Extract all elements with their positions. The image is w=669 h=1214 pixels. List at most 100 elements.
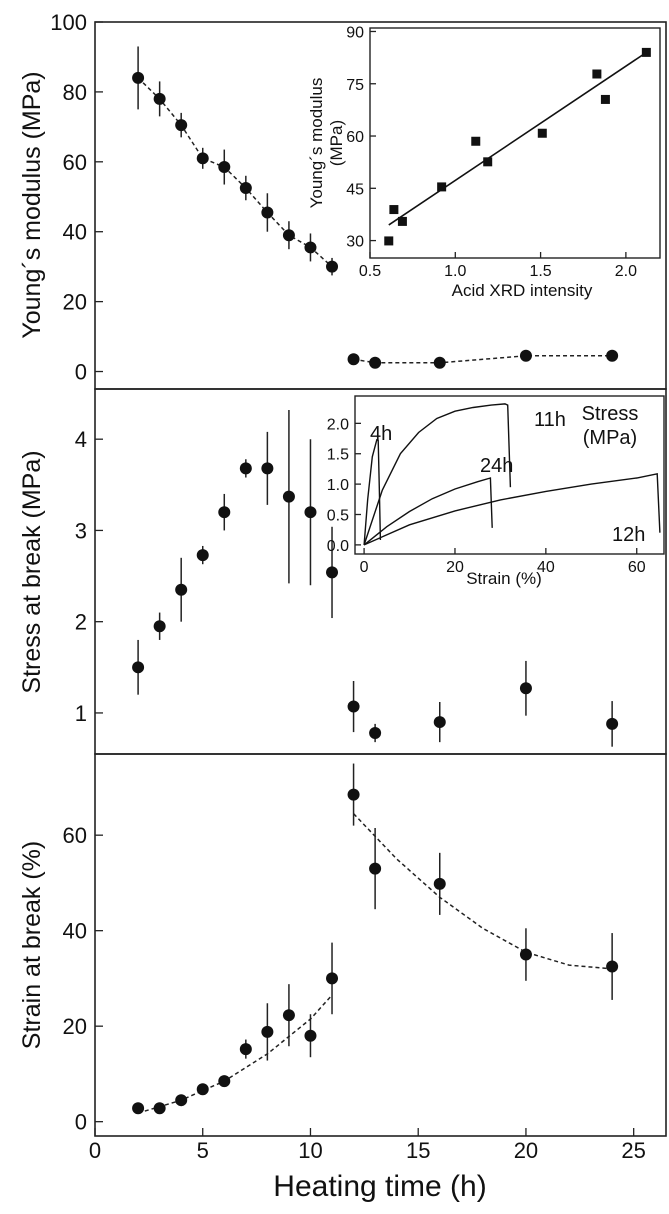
top-fit-line-2: [353, 355, 613, 364]
inset2-y-tick-label: 1.0: [327, 477, 349, 494]
bottom-point: [326, 972, 339, 985]
bottom-point: [239, 1043, 252, 1056]
inset2-x-tick-label: 40: [537, 559, 555, 576]
inset1-point: [483, 157, 493, 167]
inset1-y-tick-label: 90: [346, 24, 364, 41]
middle-point: [261, 462, 274, 475]
inset1-y-tick-label: 60: [346, 129, 364, 146]
top-point: [369, 356, 382, 369]
middle-y-tick-label: 1: [75, 701, 87, 726]
bottom-y-tick-label: 0: [75, 1110, 87, 1135]
top-point: [196, 152, 209, 165]
curve-label-4h: 4h: [370, 423, 392, 445]
middle-point: [282, 490, 295, 503]
inset1-x-tick-label: 0.5: [359, 263, 381, 280]
bottom-x-tick-label: 15: [406, 1138, 430, 1163]
inset2-x-tick-label: 60: [628, 559, 646, 576]
inset1-x-tick-label: 1.0: [444, 263, 466, 280]
x-axis-title: Heating time (h): [273, 1170, 486, 1203]
middle-inset-plot: 0.0 0.5 1.0 1.5 2.0 0 20 40 60 4h 11h 24h 12h: [327, 403, 661, 576]
top-point: [326, 260, 339, 273]
top-y-axis-title: Young´s modulus (MPa): [18, 71, 46, 338]
inset1-point: [384, 236, 394, 246]
top-point: [153, 92, 166, 105]
curve-24h: [363, 477, 493, 546]
middle-inset-annotation: Stress (MPa): [582, 403, 639, 449]
bottom-fit-curve-2: [353, 813, 613, 970]
middle-point: [606, 717, 619, 730]
middle-point: [153, 620, 166, 633]
inset2-y-tick-label: 0.5: [327, 508, 349, 525]
inset1-x-tick-label: 1.5: [529, 263, 551, 280]
top-point: [433, 356, 446, 369]
inset1-point: [437, 182, 447, 192]
top-inset-y-title-line1: Young´s modulus: [307, 78, 326, 209]
bottom-point: [196, 1083, 209, 1096]
top-panel-plot: 0 20 40 60 80 100: [50, 10, 619, 385]
curve-label-24h: 24h: [480, 455, 513, 477]
bottom-point: [519, 948, 532, 961]
inset1-point: [389, 205, 399, 215]
top-point: [347, 353, 360, 366]
bottom-fit-curve-1: [137, 994, 333, 1114]
top-inset-y-axis-title: Young´s modulus(MPa): [307, 78, 346, 209]
top-panel-frame: [94, 21, 667, 390]
top-point: [175, 119, 188, 132]
bottom-x-tick-label: 0: [89, 1138, 101, 1163]
middle-point: [175, 583, 188, 596]
inset1-point: [471, 136, 481, 146]
bottom-point: [433, 877, 446, 890]
top-point: [606, 349, 619, 362]
bottom-point: [606, 960, 619, 973]
inset1-y-tick-label: 30: [346, 234, 364, 251]
top-point: [282, 229, 295, 242]
middle-y-tick-label: 4: [75, 427, 87, 452]
bottom-point: [347, 788, 360, 801]
top-fit-line-1: [137, 77, 333, 268]
bottom-x-tick-label: 20: [514, 1138, 538, 1163]
bottom-point: [261, 1025, 274, 1038]
middle-point: [304, 506, 317, 519]
bottom-point: [369, 862, 382, 875]
curve-label-12h: 12h: [612, 524, 645, 546]
curve-12h: [363, 472, 661, 546]
bottom-point: [175, 1094, 188, 1107]
bottom-y-tick-label: 20: [63, 1014, 87, 1039]
top-y-tick-label: 40: [63, 220, 87, 245]
annotation-line1: Stress: [582, 403, 639, 425]
middle-point: [519, 682, 532, 695]
bottom-x-tick-label: 10: [298, 1138, 322, 1163]
bottom-y-tick-label: 40: [63, 919, 87, 944]
middle-point: [433, 716, 446, 729]
top-y-tick-label: 100: [50, 10, 87, 35]
inset2-y-tick-label: 1.5: [327, 447, 349, 464]
inset2-x-tick-label: 20: [446, 559, 464, 576]
top-y-tick-label: 80: [63, 80, 87, 105]
middle-y-axis-title: Stress at break (MPa): [18, 450, 46, 693]
top-point: [304, 241, 317, 254]
middle-point: [239, 462, 252, 475]
top-point: [239, 182, 252, 195]
top-y-tick-label: 20: [63, 290, 87, 315]
bottom-panel-plot: 0 20 40 60 0 5 10 15 20 25: [63, 763, 646, 1163]
curve-4h: [363, 438, 382, 545]
middle-panel-plot: 1 2 3 4: [75, 409, 619, 747]
middle-point: [132, 661, 145, 674]
top-inset-plot: 30 45 60 75 90 0.5 1.0 1.5 2.0: [346, 24, 651, 280]
curve-label-11h: 11h: [534, 409, 566, 431]
middle-point: [218, 506, 231, 519]
bottom-point: [218, 1075, 231, 1088]
inset1-point: [537, 128, 547, 138]
inset2-y-tick-label: 0.0: [327, 538, 349, 555]
top-point: [218, 161, 231, 174]
top-y-tick-label: 0: [75, 360, 87, 385]
inset1-point: [397, 216, 407, 226]
middle-point: [196, 549, 209, 562]
bottom-panel-frame: [94, 753, 667, 1137]
bottom-x-tick-label: 5: [197, 1138, 209, 1163]
inset1-x-tick-label: 2.0: [615, 263, 637, 280]
annotation-line2: (MPa): [583, 427, 637, 449]
bottom-point: [304, 1029, 317, 1042]
bottom-point: [282, 1009, 295, 1022]
